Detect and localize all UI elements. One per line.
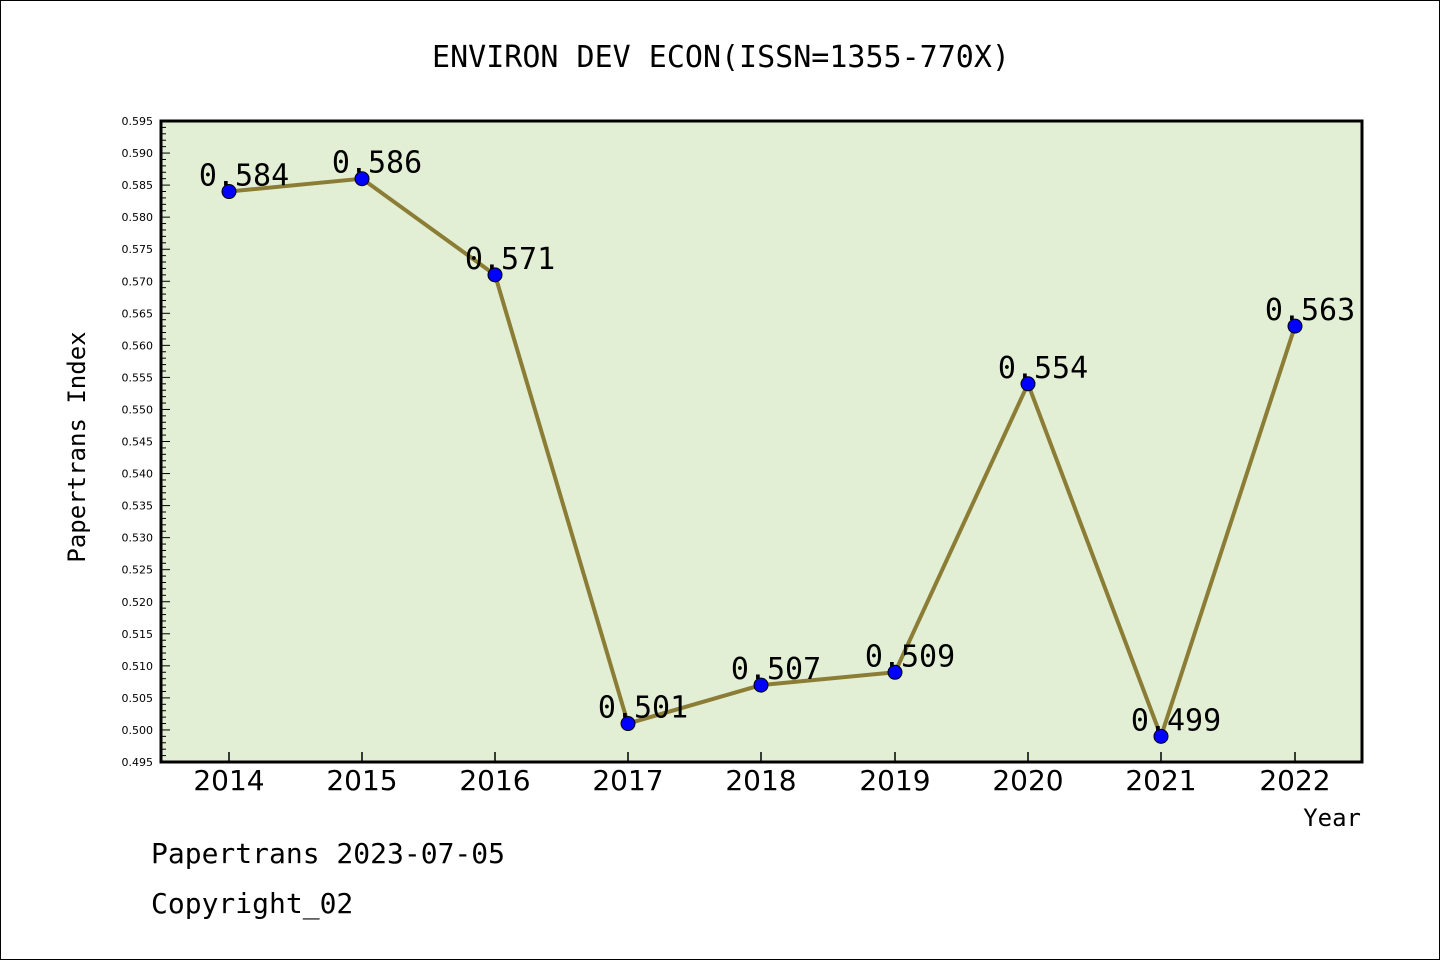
y-tick-label: 0.530 bbox=[122, 532, 154, 545]
y-axis: 0.495 0.500 0.505 0.510 0.515 0.520 0.525 0.530… bbox=[122, 115, 170, 769]
data-label: 0.507 bbox=[731, 652, 821, 687]
y-tick-label: 0.580 bbox=[122, 211, 154, 224]
y-tick-label: 0.595 bbox=[122, 115, 154, 128]
data-point-marker bbox=[354, 171, 370, 187]
x-axis-label: Year bbox=[1303, 804, 1361, 832]
data-label: 0.584 bbox=[199, 159, 289, 194]
y-tick-label: 0.525 bbox=[122, 564, 154, 577]
data-label: 0.571 bbox=[465, 242, 555, 277]
data-label: 0.554 bbox=[998, 351, 1088, 386]
y-tick-label: 0.520 bbox=[122, 596, 154, 609]
chart-title: ENVIRON DEV ECON(ISSN=1355-770X) bbox=[432, 40, 1010, 75]
y-tick-label: 0.550 bbox=[122, 403, 154, 416]
x-tick-label: 2014 bbox=[193, 764, 264, 797]
y-tick-label: 0.585 bbox=[122, 179, 154, 192]
y-tick-label: 0.535 bbox=[122, 500, 154, 513]
data-point-marker bbox=[753, 677, 769, 693]
y-tick-label: 0.500 bbox=[122, 724, 154, 737]
data-point-marker bbox=[887, 664, 903, 680]
data-label: 0.563 bbox=[1265, 293, 1355, 328]
y-tick-label: 0.590 bbox=[122, 147, 154, 160]
y-tick-label: 0.565 bbox=[122, 307, 154, 320]
y-tick-label: 0.540 bbox=[122, 468, 154, 481]
y-tick-label: 0.575 bbox=[122, 243, 154, 256]
data-point-marker bbox=[620, 716, 636, 732]
y-tick-label: 0.505 bbox=[122, 692, 154, 705]
y-tick-label: 0.560 bbox=[122, 339, 154, 352]
x-tick-label: 2019 bbox=[859, 764, 930, 797]
x-tick-label: 2017 bbox=[592, 764, 663, 797]
plot-area bbox=[159, 119, 1364, 764]
x-tick-label: 2018 bbox=[725, 764, 796, 797]
footer-source-date: Papertrans 2023-07-05 bbox=[151, 837, 506, 870]
data-label: 0.501 bbox=[598, 691, 688, 726]
y-tick-label: 0.515 bbox=[122, 628, 154, 641]
x-tick-label: 2021 bbox=[1125, 764, 1196, 797]
data-point-marker bbox=[221, 184, 237, 200]
data-point-marker bbox=[1020, 376, 1036, 392]
footer-copyright: Copyright_02 bbox=[151, 887, 354, 920]
x-axis: 2014 2015 2016 2017 2018 2019 2020 2021 2022 bbox=[193, 752, 1331, 797]
y-tick-label: 0.555 bbox=[122, 371, 154, 384]
y-tick-label: 0.510 bbox=[122, 660, 154, 673]
data-point-marker bbox=[1287, 318, 1303, 334]
x-tick-label: 2022 bbox=[1259, 764, 1330, 797]
y-tick-label: 0.495 bbox=[122, 756, 154, 769]
y-tick-label: 0.545 bbox=[122, 436, 154, 449]
y-tick-label: 0.570 bbox=[122, 275, 154, 288]
data-label: 0.586 bbox=[332, 146, 422, 181]
y-axis-label: Papertrans Index bbox=[63, 331, 91, 562]
series-line-group: 0.584 0.586 0.571 0.501 0.507 0.509 0.554 0.499… bbox=[199, 146, 1355, 744]
x-tick-label: 2015 bbox=[326, 764, 397, 797]
data-point-marker bbox=[1153, 728, 1169, 744]
data-point-marker bbox=[487, 267, 503, 283]
data-label: 0.499 bbox=[1131, 703, 1221, 738]
data-label: 0.509 bbox=[865, 639, 955, 674]
x-tick-label: 2020 bbox=[992, 764, 1063, 797]
x-tick-label: 2016 bbox=[459, 764, 530, 797]
